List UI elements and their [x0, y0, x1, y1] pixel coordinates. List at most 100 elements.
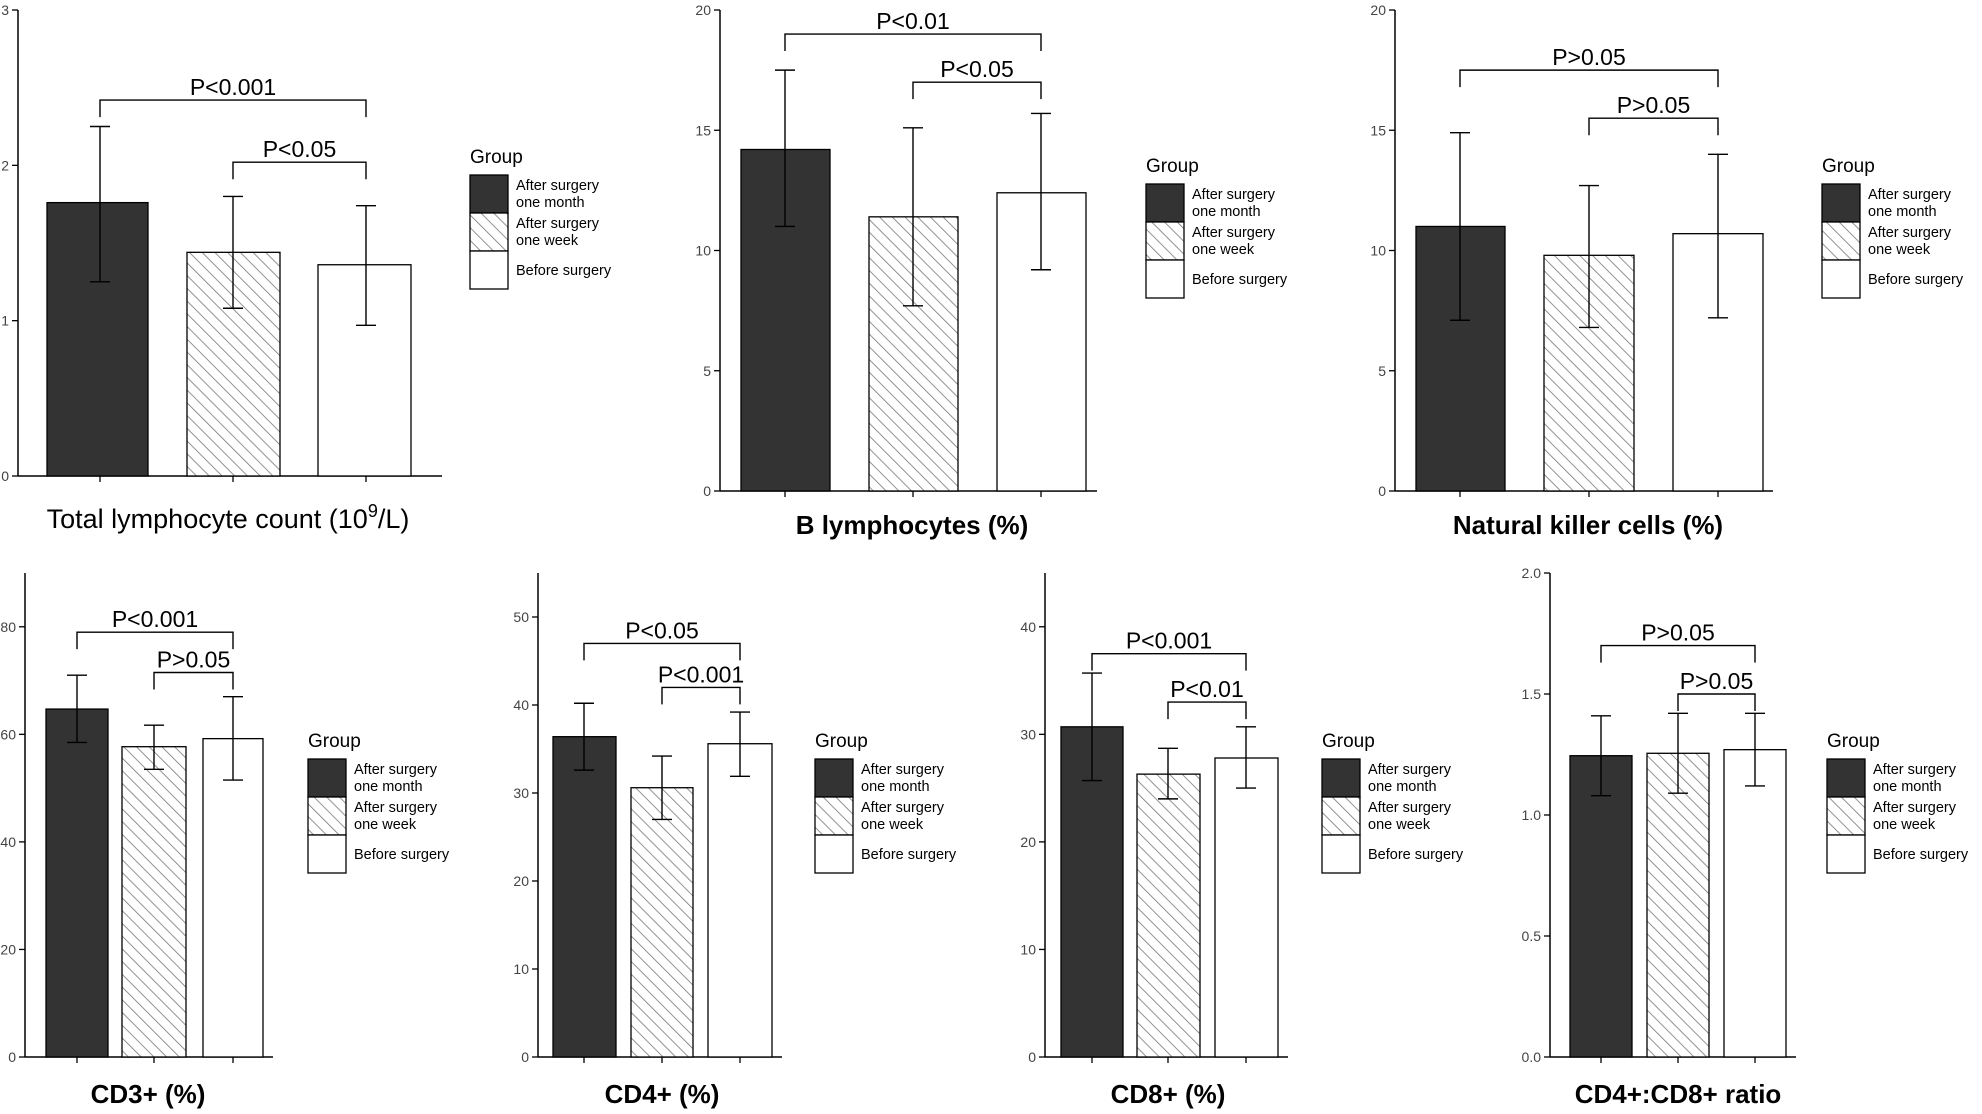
legend-label-line: one month	[516, 195, 585, 211]
chart-title-tail: /L)	[378, 504, 410, 534]
legend-label-line: After surgery	[1868, 225, 1952, 241]
chart-title-main: Total lymphocyte count (10	[47, 504, 368, 534]
legend-label-line: Before surgery	[354, 847, 450, 863]
legend-label-line: one week	[354, 817, 417, 833]
legend-key-3	[1821, 259, 1861, 299]
y-tick-label: 5	[1378, 363, 1386, 379]
legend-label-line: Before surgery	[1868, 272, 1964, 288]
p-value-label: P<0.001	[112, 606, 198, 632]
legend-key-3	[1321, 834, 1361, 874]
legend-label-line: one week	[1868, 242, 1931, 258]
y-tick-label: 0.0	[1522, 1049, 1542, 1065]
legend-title: Group	[1827, 731, 1880, 752]
y-tick-label: 3	[1, 2, 9, 18]
significance-bracket	[1677, 693, 1756, 711]
p-value-label: P>0.05	[1641, 620, 1715, 646]
y-tick-label: 1	[1, 313, 9, 329]
bar-2	[1646, 752, 1710, 1058]
legend-label-line: one month	[354, 779, 423, 795]
legend-label-line: After surgery	[1368, 762, 1452, 778]
legend-label-line: one week	[1192, 242, 1255, 258]
legend-key-3	[1826, 834, 1866, 874]
y-tick-label: 20	[1370, 2, 1386, 18]
significance-bracket	[232, 161, 367, 180]
legend-label-line: Before surgery	[861, 847, 957, 863]
legend-label: Before surgery	[1868, 272, 1964, 288]
significance-bracket	[1588, 117, 1719, 136]
y-tick-label: 30	[513, 785, 529, 801]
y-tick-label: 5	[703, 363, 711, 379]
significance-bracket	[583, 642, 741, 661]
y-tick-label: 40	[0, 834, 16, 850]
legend-label: After surgery one month	[516, 178, 600, 211]
legend-label: After surgery one week	[861, 800, 945, 833]
chart-title: Natural killer cells (%)	[1453, 510, 1723, 540]
legend-label: After surgery one month	[1368, 762, 1452, 795]
y-tick-label: 2	[1, 157, 9, 173]
legend-title: Group	[1822, 156, 1875, 177]
legend-title: Group	[1322, 731, 1375, 752]
legend-label: After surgery one week	[1868, 225, 1952, 258]
legend-label: After surgery one month	[1868, 187, 1952, 220]
legend-key-1	[1821, 183, 1861, 223]
p-value-label: P<0.05	[625, 617, 699, 643]
y-tick-label: 80	[0, 619, 16, 635]
y-tick-label: 15	[695, 122, 711, 138]
y-tick-label: 50	[513, 609, 529, 625]
legend-label-line: Before surgery	[516, 263, 612, 279]
bar-3	[1214, 757, 1279, 1058]
chart-title: CD3+ (%)	[91, 1079, 206, 1109]
significance-bracket	[1600, 644, 1756, 663]
legend-key-2	[1821, 221, 1861, 261]
legend-label-line: one month	[1192, 204, 1261, 220]
legend-label: Before surgery	[861, 847, 957, 863]
legend-label-line: one week	[516, 233, 579, 249]
legend-key-1	[814, 758, 854, 798]
legend-key-2	[1826, 796, 1866, 836]
bar-3	[317, 264, 412, 477]
significance-bracket	[99, 99, 367, 118]
chart-title: Total lymphocyte count (109/L)	[47, 501, 410, 534]
legend-label-line: After surgery	[354, 800, 438, 816]
legend-label: After surgery one month	[861, 762, 945, 795]
y-tick-label: 40	[1020, 619, 1036, 635]
legend-label: Before surgery	[354, 847, 450, 863]
legend-key-3	[1145, 259, 1185, 299]
p-value-label: P>0.05	[1552, 44, 1626, 70]
legend-label-line: one month	[1868, 204, 1937, 220]
bar-1	[45, 708, 109, 1058]
y-tick-label: 0	[8, 1049, 16, 1065]
chart-title: CD4+:CD8+ ratio	[1575, 1079, 1782, 1109]
y-tick-label: 20	[1020, 834, 1036, 850]
significance-bracket	[1091, 652, 1247, 671]
chart-panel-5: 0 10 20 30 40 50 P<0.05 P<0.001 Group After surge…	[513, 573, 957, 1109]
p-value-label: P<0.01	[1170, 676, 1244, 702]
p-value-label: P>0.05	[1680, 668, 1754, 694]
y-tick-label: 60	[0, 726, 16, 742]
legend-label-line: one week	[1368, 817, 1431, 833]
y-tick-label: 30	[1020, 726, 1036, 742]
legend-label-line: After surgery	[354, 762, 438, 778]
y-tick-label: 0.5	[1522, 928, 1542, 944]
y-tick-label: 0	[1028, 1049, 1036, 1065]
legend-label: After surgery one week	[516, 216, 600, 249]
bar-1	[1569, 755, 1633, 1058]
legend-label-line: After surgery	[516, 216, 600, 232]
legend-label-line: After surgery	[1192, 225, 1276, 241]
bar-2	[630, 787, 694, 1058]
legend-label: After surgery one week	[1368, 800, 1452, 833]
p-value-label: P<0.05	[940, 56, 1014, 82]
legend-key-1	[1826, 758, 1866, 798]
legend-label: After surgery one month	[354, 762, 438, 795]
y-tick-label: 0	[703, 483, 711, 499]
y-tick-label: 0	[521, 1049, 529, 1065]
p-value-label: P<0.001	[658, 661, 744, 687]
legend-label-line: Before surgery	[1192, 272, 1288, 288]
